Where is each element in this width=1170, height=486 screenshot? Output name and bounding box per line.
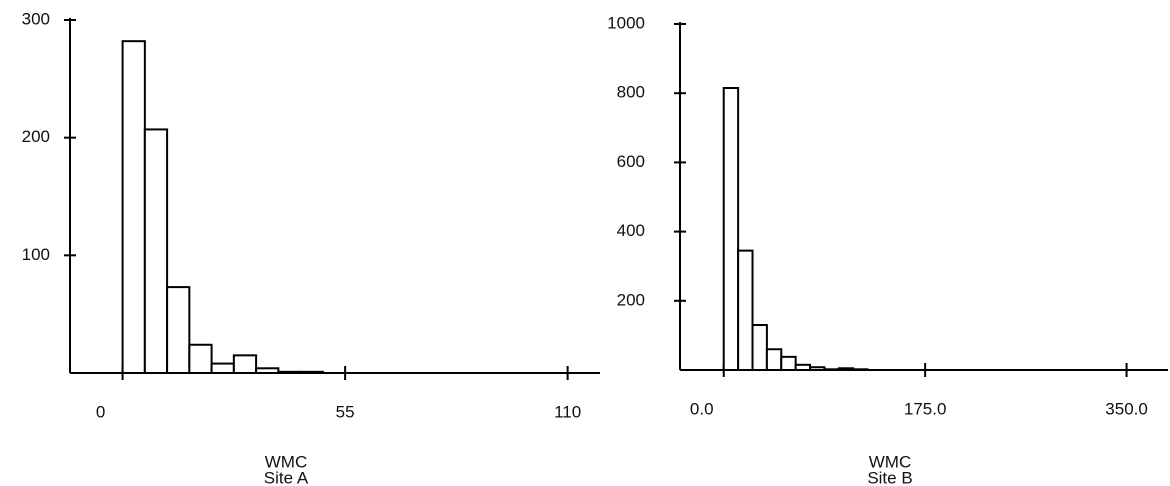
- x-tick-label: 175.0: [904, 399, 947, 418]
- bar: [794, 363, 812, 371]
- bar: [765, 348, 783, 371]
- x-axis-title: WMC: [265, 452, 307, 471]
- x-tick-label: 350.0: [1105, 399, 1148, 418]
- x-axis-caption: Site A: [264, 468, 309, 486]
- bar: [299, 370, 324, 375]
- bar: [837, 367, 855, 371]
- y-tick-label: 600: [617, 152, 645, 171]
- y-tick-label: 200: [617, 290, 645, 309]
- x-tick-label: 110: [554, 402, 581, 421]
- y-tick-label: 400: [617, 221, 645, 240]
- bar: [210, 362, 235, 375]
- y-tick-label: 800: [617, 83, 645, 102]
- y-tick-label: 300: [22, 9, 50, 28]
- bar: [166, 286, 191, 374]
- x-axis-caption: Site B: [867, 468, 912, 486]
- bar: [277, 370, 302, 375]
- bar: [255, 367, 280, 375]
- bar: [143, 128, 169, 374]
- x-tick-label: 0.0: [690, 399, 714, 418]
- bar: [852, 368, 869, 372]
- bar: [780, 355, 797, 371]
- x-tick-label: 0: [96, 402, 105, 421]
- bar: [188, 343, 213, 375]
- x-axis-title: WMC: [869, 452, 911, 471]
- bar: [751, 324, 768, 371]
- bar: [722, 87, 740, 371]
- x-tick-label: 55: [336, 402, 355, 421]
- y-tick-label: 200: [22, 127, 50, 146]
- bar: [823, 368, 840, 372]
- bar: [737, 249, 754, 372]
- y-tick-label: 100: [22, 245, 50, 264]
- bar: [121, 40, 146, 375]
- y-tick-label: 1000: [607, 13, 645, 32]
- bar: [809, 366, 826, 371]
- bar: [232, 354, 258, 375]
